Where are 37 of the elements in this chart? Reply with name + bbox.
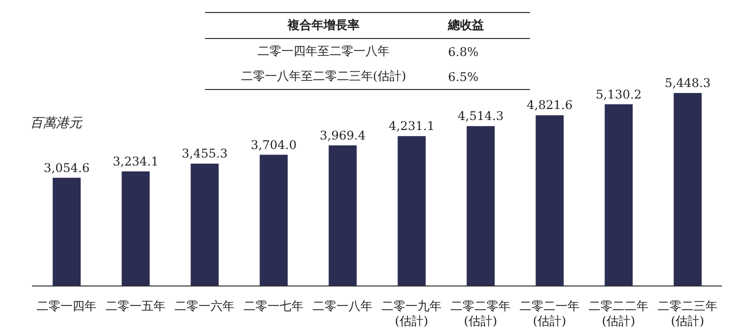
x-tick-label: 二零二三年 (估計) xyxy=(658,299,718,328)
x-tick-label: 二零一四年 xyxy=(36,299,96,313)
text: 6.5% xyxy=(447,68,480,86)
x-tick-label: 二零二零年 (估計) xyxy=(450,299,510,328)
bar xyxy=(190,164,219,286)
data-label: 5,130.2 xyxy=(596,87,642,102)
x-tick-label: 二零二二年 (估計) xyxy=(588,299,648,328)
bar xyxy=(260,154,288,286)
data-label: 5,448.3 xyxy=(664,76,711,90)
x-tick-label: 二零一七年 xyxy=(244,299,304,313)
bar xyxy=(398,136,426,286)
bar xyxy=(52,178,81,286)
bar xyxy=(122,171,150,286)
data-label: 3,969.4 xyxy=(320,128,366,142)
x-tick-label: 二零一六年 xyxy=(174,299,234,313)
text: 二零一四年至二零一八年 xyxy=(256,43,390,60)
data-label: 3,234.1 xyxy=(112,154,159,168)
bar xyxy=(536,115,564,286)
data-label: 3,704.0 xyxy=(250,138,297,152)
data-label: 3,054.6 xyxy=(44,160,90,175)
x-tick-label: 二零一八年 xyxy=(312,299,372,313)
data-label: 4,231.1 xyxy=(388,119,435,134)
bar xyxy=(466,126,495,286)
bar xyxy=(674,93,702,286)
data-label: 4,821.6 xyxy=(526,98,573,112)
text: 6.8% xyxy=(447,44,480,60)
text: 二零一八年至二零二三年(估計) xyxy=(240,68,408,85)
data-label: 4,514.3 xyxy=(458,109,504,124)
text: 總收益 xyxy=(446,17,485,34)
x-tick-label: 二零一九年 (估計) xyxy=(382,299,442,328)
bar xyxy=(604,104,633,286)
text: 複合年增長率 xyxy=(286,17,360,34)
data-label: 3,455.3 xyxy=(182,146,228,161)
y-axis-title: 百萬港元 xyxy=(30,115,82,132)
bar xyxy=(328,145,357,286)
x-tick-label: 二零一五年 xyxy=(106,299,166,313)
x-tick-label: 二零二一年 (估計) xyxy=(520,299,580,328)
